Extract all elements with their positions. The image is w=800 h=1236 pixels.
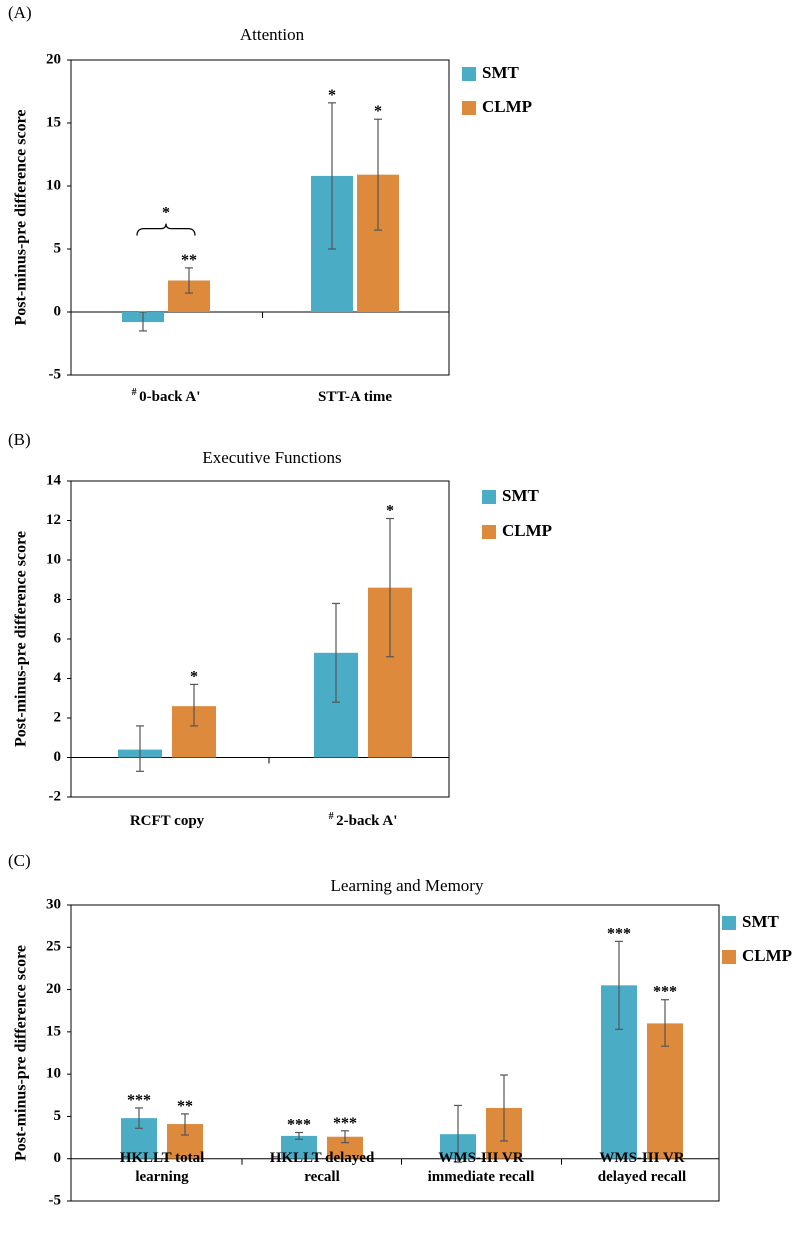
- significance-marker: ***: [127, 1092, 151, 1109]
- panel-label: (C): [8, 851, 31, 870]
- category-text: 2-back A': [336, 813, 397, 829]
- y-tick-label: 6: [54, 630, 62, 646]
- significance-marker: ***: [333, 1115, 357, 1132]
- significance-marker: ***: [607, 925, 631, 942]
- y-axis-label: Post-minus-pre difference score: [13, 531, 30, 747]
- legend-label: CLMP: [502, 521, 552, 540]
- category-label: WMS-III VR: [599, 1150, 684, 1166]
- y-tick-label: 30: [46, 896, 61, 912]
- y-axis-label: Post-minus-pre difference score: [13, 945, 30, 1161]
- legend-label: CLMP: [482, 97, 532, 116]
- y-tick-label: -5: [49, 1192, 62, 1208]
- chart-title: Executive Functions: [202, 448, 341, 467]
- y-tick-label: 10: [46, 177, 61, 193]
- bracket-significance-marker: *: [162, 205, 170, 222]
- legend-label: SMT: [742, 912, 780, 931]
- comparison-bracket: [136, 223, 196, 236]
- legend-swatch-smt: [482, 490, 496, 504]
- legend-label: SMT: [482, 63, 520, 82]
- panel-label: (B): [8, 430, 31, 449]
- category-label: HKLLT delayed: [270, 1150, 375, 1166]
- category-label: immediate recall: [428, 1169, 535, 1185]
- y-tick-label: 8: [54, 591, 62, 607]
- legend-swatch-clmp: [482, 525, 496, 539]
- legend-swatch-clmp: [462, 101, 476, 115]
- y-tick-label: 25: [46, 939, 61, 955]
- significance-marker: **: [177, 1098, 193, 1115]
- category-label: # 2-back A': [329, 811, 398, 829]
- y-tick-label: 14: [46, 472, 62, 488]
- y-axis-label: Post-minus-pre difference score: [13, 110, 30, 326]
- category-label: delayed recall: [598, 1169, 686, 1185]
- category-label: WMS-III VR: [438, 1150, 523, 1166]
- chart-panel-3: (C) Learning and Memory -5 0 5 10 15 20 25 30 Post…: [8, 851, 792, 1209]
- y-tick-label: 15: [46, 1023, 61, 1039]
- legend-swatch-smt: [462, 67, 476, 81]
- y-tick-label: 10: [46, 551, 61, 567]
- significance-marker: *: [386, 503, 394, 520]
- category-label: # 0-back A': [132, 387, 201, 405]
- category-label: HKLLT total: [120, 1150, 205, 1166]
- legend-label: CLMP: [742, 946, 792, 965]
- y-tick-label: 0: [54, 1150, 62, 1166]
- y-tick-label: -2: [49, 788, 62, 804]
- bar-smt: [281, 1135, 317, 1159]
- category-prefix: #: [132, 387, 140, 398]
- y-tick-label: 10: [46, 1066, 61, 1082]
- y-tick-label: -5: [49, 366, 62, 382]
- y-tick-label: 5: [54, 1108, 62, 1124]
- legend-swatch-clmp: [722, 950, 736, 964]
- significance-marker: *: [374, 103, 382, 120]
- plot-border: [70, 59, 450, 376]
- y-tick-label: 2: [54, 709, 62, 725]
- panel-label: (A): [8, 3, 32, 22]
- significance-marker: **: [181, 252, 197, 269]
- y-tick-label: 5: [54, 240, 62, 256]
- y-tick-label: 0: [54, 303, 62, 319]
- category-label: learning: [135, 1169, 189, 1185]
- y-tick-label: 12: [46, 512, 61, 528]
- chart-title: Attention: [240, 25, 305, 44]
- y-tick-label: 0: [54, 749, 62, 765]
- significance-marker: *: [328, 87, 336, 104]
- significance-marker: ***: [653, 984, 677, 1001]
- plot-border: [70, 904, 720, 1202]
- bar-clmp: [327, 1136, 363, 1159]
- category-label: STT-A time: [318, 389, 392, 405]
- y-tick-label: 20: [46, 51, 61, 67]
- y-tick-label: 4: [54, 670, 62, 686]
- y-tick-label: 15: [46, 114, 61, 130]
- category-label: recall: [304, 1169, 340, 1185]
- significance-marker: *: [190, 668, 198, 685]
- legend-label: SMT: [502, 486, 540, 505]
- legend-swatch-smt: [722, 916, 736, 930]
- chart-panel-2: (B) Executive Functions -2 0 2 4 6 8 10 12 14 Post-…: [8, 430, 552, 829]
- chart-title: Learning and Memory: [331, 876, 484, 895]
- category-prefix: #: [329, 811, 337, 822]
- category-label: RCFT copy: [130, 813, 205, 829]
- significance-marker: ***: [287, 1116, 311, 1133]
- chart-panel-1: (A) Attention -5 0 5 10 15 20 Post-minus-pre dif…: [8, 3, 532, 405]
- category-text: 0-back A': [139, 389, 200, 405]
- y-tick-label: 20: [46, 981, 61, 997]
